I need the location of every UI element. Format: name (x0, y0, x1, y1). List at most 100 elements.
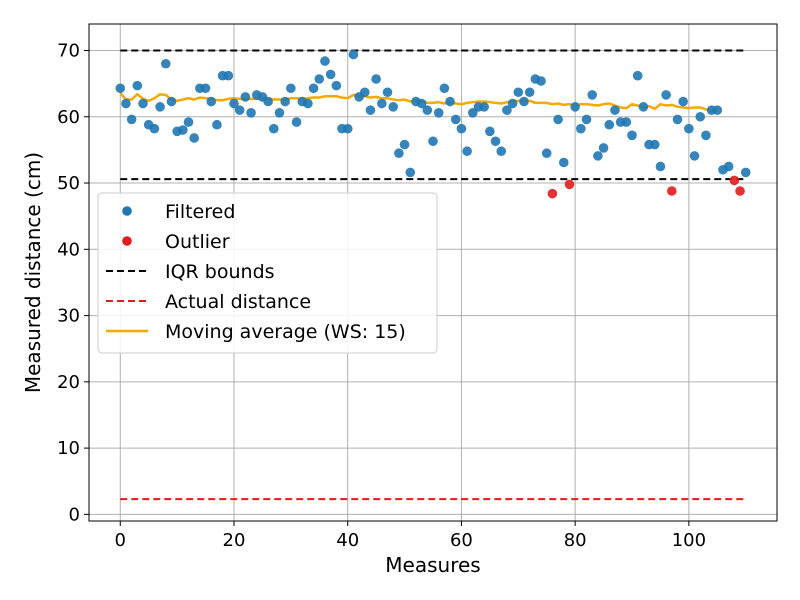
x-axis-label: Measures (385, 553, 480, 577)
filtered-point (649, 139, 660, 150)
filtered-point (160, 58, 171, 69)
filtered-point (536, 76, 546, 86)
filtered-point (695, 111, 706, 122)
filtered-point (240, 92, 251, 102)
legend-box (97, 192, 438, 354)
filtered-point (598, 143, 609, 153)
filtered-point (678, 96, 688, 107)
legend-marker (122, 206, 132, 216)
filtered-point (268, 123, 279, 134)
filtered-point (655, 161, 666, 172)
legend-label: IQR bounds (165, 261, 275, 283)
filtered-point (496, 146, 507, 157)
outlier-point (547, 188, 558, 199)
filtered-point (632, 70, 643, 81)
filtered-point (576, 123, 586, 134)
filtered-point (507, 98, 518, 109)
filtered-point (479, 102, 489, 112)
filtered-point (303, 98, 313, 109)
y-tick-label: 10 (57, 438, 80, 459)
filtered-point (672, 114, 683, 125)
filtered-point (405, 167, 416, 178)
filtered-point (701, 130, 711, 141)
filtered-point (234, 105, 245, 115)
filtered-point (126, 114, 137, 125)
y-tick-label: 0 (69, 504, 80, 525)
outlier-point (564, 179, 575, 190)
filtered-point (740, 167, 751, 178)
filtered-point (342, 123, 353, 134)
filtered-point (280, 96, 290, 107)
y-tick-label: 50 (57, 173, 80, 194)
y-tick-label: 60 (57, 107, 80, 128)
filtered-point (638, 102, 649, 112)
filtered-point (223, 70, 234, 81)
filtered-point (553, 114, 563, 125)
legend-label: Filtered (165, 201, 235, 223)
filtered-point (445, 96, 455, 107)
filtered-point (121, 98, 131, 109)
filtered-point (524, 87, 535, 98)
filtered-point (570, 102, 580, 112)
legend-label: Moving average (WS: 15) (165, 321, 406, 343)
filtered-point (490, 136, 501, 147)
filtered-point (684, 123, 694, 134)
filtered-point (450, 114, 461, 125)
x-tick-label: 100 (672, 530, 706, 551)
filtered-point (485, 126, 495, 137)
filtered-point (422, 105, 433, 115)
filtered-point (371, 74, 381, 84)
filtered-point (581, 114, 592, 125)
filtered-point (377, 98, 387, 109)
filtered-point (462, 146, 472, 157)
filtered-point (263, 96, 273, 107)
filtered-point (558, 157, 569, 168)
axis-ticks: 0 20 40 60 80 100 0 10 20 30 40 50 60 70 (57, 41, 706, 551)
filtered-point (331, 80, 342, 91)
filtered-point (212, 119, 222, 130)
filtered-point (200, 83, 211, 94)
filtered-point (593, 151, 603, 161)
filtered-point (274, 107, 285, 118)
filtered-point (689, 151, 700, 161)
filtered-point (291, 117, 302, 127)
filtered-point (166, 96, 177, 107)
filtered-point (610, 105, 620, 115)
filtered-point (723, 161, 734, 172)
filtered-point (359, 87, 370, 98)
filtered-point (348, 49, 359, 60)
legend-label: Actual distance (165, 291, 311, 313)
filtered-point (365, 105, 376, 115)
filtered-point (115, 83, 126, 94)
outlier-point (735, 186, 745, 196)
legend-label: Outlier (165, 231, 230, 253)
filtered-point (178, 125, 188, 135)
filtered-point (541, 148, 552, 159)
filtered-point (138, 98, 148, 109)
legend: Filtered Outlier IQR bounds Actual distance… (97, 192, 438, 354)
filtered-point (246, 107, 256, 118)
y-tick-label: 20 (57, 372, 80, 393)
filtered-point (439, 83, 450, 94)
filtered-point (468, 107, 478, 118)
filtered-point (388, 102, 398, 112)
filtered-point (206, 96, 217, 107)
filtered-point (502, 105, 512, 115)
legend-marker (122, 236, 132, 246)
plot-frame (88, 23, 778, 522)
filtered-point (325, 69, 336, 80)
filtered-point (712, 105, 723, 115)
filtered-point (399, 139, 410, 150)
filtered-point (320, 56, 330, 66)
y-axis-label: Measured distance (cm) (21, 152, 45, 393)
reference-lines (120, 49, 746, 501)
filtered-point (513, 87, 524, 98)
filtered-point (456, 123, 467, 134)
filtered-point (183, 117, 194, 127)
filtered-point (314, 74, 325, 84)
x-tick-label: 40 (336, 530, 359, 551)
filtered-point (308, 83, 319, 94)
filtered-point (587, 90, 598, 100)
y-tick-label: 70 (57, 41, 80, 62)
filtered-point (519, 96, 529, 107)
